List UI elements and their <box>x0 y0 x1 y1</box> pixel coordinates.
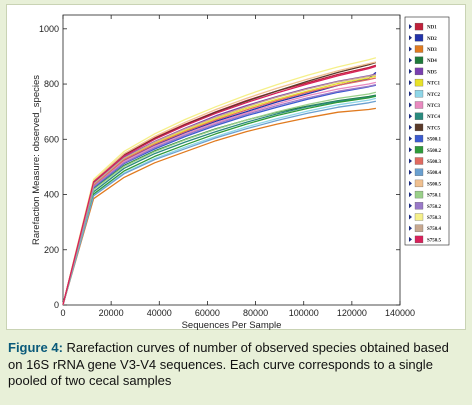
legend-swatch <box>414 202 424 210</box>
legend-swatch <box>414 168 424 176</box>
series-line-nd3 <box>62 107 376 305</box>
y-tick-label: 1000 <box>39 24 59 34</box>
legend-label: S500.2 <box>427 149 442 154</box>
legend-arrow-icon <box>409 236 412 242</box>
legend-label: S750.3 <box>427 216 442 221</box>
legend-arrow-icon <box>409 180 412 186</box>
legend-label: NTC5 <box>427 126 441 131</box>
legend-arrow-icon <box>409 214 412 220</box>
caption-label: Figure 4: <box>8 340 63 355</box>
legend-label: ND4 <box>427 59 437 64</box>
series-line-s750-2 <box>62 83 377 305</box>
x-tick-label: 80000 <box>243 308 268 318</box>
legend-arrow-icon <box>409 225 412 231</box>
series-line-s750-5 <box>62 65 377 305</box>
legend-swatch <box>414 78 424 87</box>
series-line-s750-4 <box>62 74 377 305</box>
series-line-s500-3 <box>62 77 377 305</box>
y-tick-label: 400 <box>44 190 59 200</box>
rarefaction-chart: 0 200 400 600 800 1000 0 20000 40000 60000 80000 10… <box>31 14 450 331</box>
series-line-s750-1 <box>62 91 377 305</box>
legend-arrow-icon <box>409 124 412 130</box>
y-tick-label: 600 <box>44 134 59 144</box>
legend-arrow-icon <box>409 91 412 97</box>
legend-label: NTC2 <box>427 93 441 98</box>
legend-swatch <box>414 224 424 232</box>
figure-panel: 0 200 400 600 800 1000 0 20000 40000 60000 80000 10… <box>6 4 466 331</box>
legend-arrow-icon <box>409 46 412 52</box>
legend-label: NTC3 <box>427 104 441 109</box>
legend-arrow-icon <box>409 136 412 142</box>
legend-arrow-icon <box>409 24 412 30</box>
x-tick-label: 40000 <box>147 308 172 318</box>
legend-swatch <box>414 146 424 154</box>
legend-label: ND1 <box>427 26 437 31</box>
x-tick-label: 120000 <box>337 308 367 318</box>
legend-label: S500.1 <box>427 138 442 143</box>
legend-label: NTC4 <box>427 115 441 120</box>
legend-label: S750.1 <box>427 194 442 199</box>
legend-arrow-icon <box>409 80 412 86</box>
x-tick-label: 0 <box>60 308 65 318</box>
x-tick-label: 140000 <box>385 308 415 318</box>
legend-swatch <box>414 134 424 143</box>
legend-swatch <box>414 157 424 165</box>
series-line-s500-2 <box>62 95 377 305</box>
legend-label: S750.4 <box>427 227 442 232</box>
legend-arrow-icon <box>409 35 412 41</box>
figure-caption: Figure 4: Rarefaction curves of number o… <box>8 340 464 390</box>
legend-swatch <box>414 67 424 76</box>
x-axis-title: Sequences Per Sample <box>182 320 282 331</box>
legend-label: S750.5 <box>427 238 442 243</box>
legend-swatch <box>414 112 424 120</box>
y-tick-label: 800 <box>44 79 59 89</box>
series-line-s750-3 <box>62 57 377 305</box>
legend-swatch <box>414 190 424 199</box>
series-line-s500-5 <box>62 61 377 305</box>
legend-swatch <box>414 213 424 221</box>
legend-arrow-icon <box>409 102 412 108</box>
series-line-s500-4 <box>62 100 377 305</box>
legend-arrow-icon <box>409 147 412 153</box>
legend-arrow-icon <box>409 158 412 164</box>
legend-swatch <box>414 56 424 64</box>
legend-label: ND2 <box>427 37 437 42</box>
legend-swatch <box>414 235 424 244</box>
legend-arrow-icon <box>409 57 412 63</box>
legend-label: ND5 <box>427 70 437 75</box>
legend-label: S500.4 <box>427 171 442 176</box>
legend-arrow-icon <box>409 113 412 119</box>
legend-label: S500.3 <box>427 160 442 165</box>
series-line-ntc3 <box>62 81 377 305</box>
y-axis-title: Rarefaction Measure: observed_species <box>31 75 42 245</box>
legend-label: S750.2 <box>427 205 442 210</box>
legend-label: S500.5 <box>427 182 442 187</box>
legend-swatch <box>414 101 424 109</box>
legend-swatch <box>414 22 424 31</box>
y-tick-label: 0 <box>54 300 59 310</box>
legend-arrow-icon <box>409 203 412 209</box>
y-tick-label: 200 <box>44 245 59 255</box>
legend-label: NTC1 <box>427 82 441 87</box>
series-line-ntc4 <box>62 94 377 305</box>
plot-frame <box>62 14 401 306</box>
x-tick-label: 60000 <box>195 308 220 318</box>
legend-swatch <box>414 34 424 42</box>
legend-swatch <box>414 179 424 188</box>
legend-swatch <box>414 123 424 132</box>
legend-arrow-icon <box>409 169 412 175</box>
x-tick-label: 20000 <box>99 308 124 318</box>
legend-swatch <box>414 90 424 98</box>
caption-text: Rarefaction curves of number of observed… <box>8 340 449 388</box>
legend-box <box>404 16 450 246</box>
x-tick-label: 100000 <box>289 308 319 318</box>
legend-label: ND3 <box>427 48 437 53</box>
legend-arrow-icon <box>409 192 412 198</box>
legend-arrow-icon <box>409 68 412 74</box>
legend-swatch <box>414 45 424 53</box>
